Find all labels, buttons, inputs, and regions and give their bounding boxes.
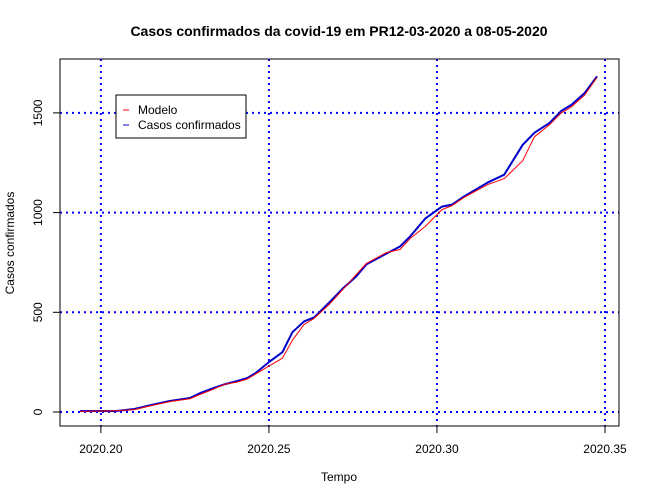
y-tick-label: 1500 (31, 99, 45, 126)
legend-box (115, 94, 247, 139)
y-tick-label: 1000 (31, 199, 45, 226)
y-axis: 0 500 1000 1500 (31, 99, 61, 415)
legend-label-casos-confirmados: Casos confirmados (138, 118, 241, 132)
x-tick-label: 2020.35 (583, 442, 627, 456)
y-tick-label: 0 (31, 408, 45, 415)
legend-label-modelo: Modelo (138, 103, 178, 117)
grid (60, 59, 619, 426)
series-line-casos-confirmados (79, 76, 598, 412)
legend: Modelo Casos confirmados (115, 94, 247, 139)
chart-title: Casos confirmados da covid-19 em PR12-03… (130, 23, 547, 39)
series-line-modelo (80, 77, 598, 412)
x-tick-label: 2020.25 (247, 442, 291, 456)
x-tick-label: 2020.20 (79, 442, 123, 456)
series-layer (79, 76, 598, 412)
y-axis-title: Casos confirmados (3, 192, 17, 295)
y-tick-label: 500 (31, 302, 45, 322)
x-tick-label: 2020.30 (415, 442, 459, 456)
x-axis-title: Tempo (321, 470, 357, 484)
x-axis: 2020.20 2020.25 2020.30 2020.35 (79, 425, 627, 456)
